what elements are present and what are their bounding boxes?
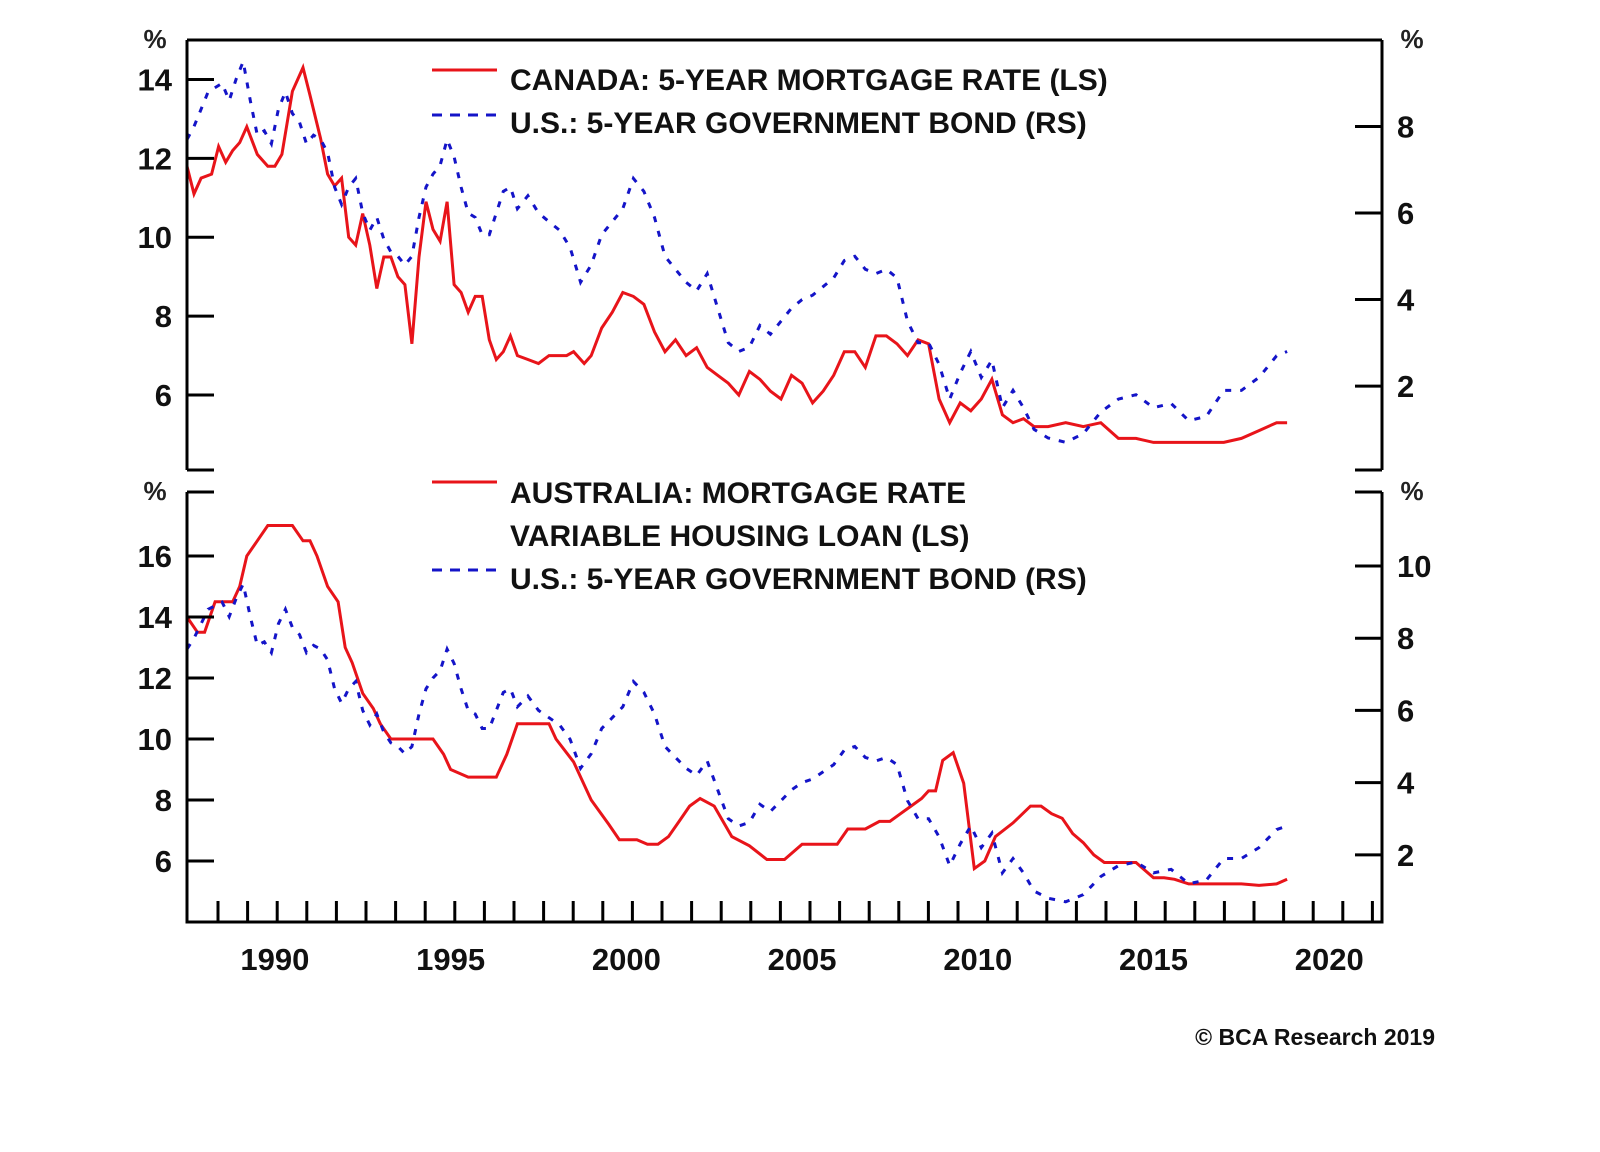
bottom-plot-frame: [185, 490, 1384, 924]
top-right-tick-label: 8: [1397, 110, 1414, 145]
top-left-tick-label: 12: [138, 141, 172, 176]
top-legend: CANADA: 5-YEAR MORTGAGE RATE (LS) U.S.: …: [432, 64, 1108, 140]
bottom-right-tick-label: 8: [1397, 621, 1414, 656]
bottom-left-unit-label: %: [143, 476, 166, 506]
bottom-series-group: [185, 524, 1288, 904]
x-tick-label: 2000: [592, 942, 661, 977]
top-right-unit-label: %: [1400, 24, 1423, 54]
top-right-tick-label: 2: [1397, 369, 1414, 404]
top-left-tick-label: 14: [138, 62, 173, 97]
bottom-left-axis: 6 8 10 12 14 16: [138, 539, 214, 879]
legend-label-canada-mortgage: CANADA: 5-YEAR MORTGAGE RATE (LS): [510, 64, 1108, 97]
bottom-left-tick-label: 6: [155, 844, 172, 879]
bottom-right-tick-label: 6: [1397, 693, 1414, 728]
legend-label-us-bond-top: U.S.: 5-YEAR GOVERNMENT BOND (RS): [510, 107, 1087, 140]
top-left-tick-label: 6: [155, 378, 172, 413]
x-tick-label: 1990: [240, 942, 309, 977]
top-left-unit-label: %: [143, 24, 166, 54]
top-series-mortgage-line: [185, 63, 1288, 444]
top-left-tick-label: 8: [155, 299, 172, 334]
bottom-left-tick-label: 14: [138, 600, 173, 635]
bottom-right-unit-label: %: [1400, 476, 1423, 506]
bottom-right-tick-label: 10: [1397, 549, 1431, 584]
bottom-series-mortgage-line: [185, 524, 1288, 887]
x-axis: 1990 1995 2000 2005 2010 2015 2020: [216, 901, 1374, 977]
bottom-left-tick-label: 12: [138, 661, 172, 696]
top-right-axis: 2 4 6 8: [1355, 110, 1415, 404]
bottom-legend: AUSTRALIA: MORTGAGE RATE VARIABLE HOUSIN…: [432, 477, 1087, 596]
x-tick-label: 2020: [1295, 942, 1364, 977]
bottom-right-tick-label: 4: [1397, 766, 1415, 801]
bottom-series-us-bond-line: [185, 579, 1288, 904]
x-tick-label: 1995: [416, 942, 485, 977]
top-left-axis: 6 8 10 12 14: [138, 62, 214, 413]
x-tick-label: 2005: [768, 942, 837, 977]
bottom-right-axis: 2 4 6 8 10: [1355, 549, 1431, 873]
top-right-tick-label: 4: [1397, 283, 1415, 318]
bottom-left-tick-label: 16: [138, 539, 172, 574]
panel-canada: 6 8 10 12 14 2 4 6 8 % % CANADA: 5-YEAR MORTGAG…: [138, 24, 1424, 472]
top-plot-frame: [185, 38, 1384, 472]
legend-label-australia-line2: VARIABLE HOUSING LOAN (LS): [510, 520, 969, 553]
top-series-group: [185, 56, 1288, 444]
top-right-tick-label: 6: [1397, 196, 1414, 231]
top-left-tick-label: 10: [138, 220, 172, 255]
bottom-left-tick-label: 10: [138, 722, 172, 757]
credit-footer: © BCA Research 2019: [1195, 1024, 1435, 1050]
bottom-left-tick-label: 8: [155, 783, 172, 818]
bottom-right-tick-label: 2: [1397, 838, 1414, 873]
x-tick-label: 2015: [1119, 942, 1188, 977]
x-tick-label: 2010: [943, 942, 1012, 977]
top-series-us-bond-line: [185, 56, 1288, 444]
panel-australia: 6 8 10 12 14 16 2 4 6 8 10 1990 1995 2000 2005 2010 20…: [138, 476, 1432, 977]
legend-label-australia-line1: AUSTRALIA: MORTGAGE RATE: [510, 477, 966, 510]
legend-label-us-bond-bottom: U.S.: 5-YEAR GOVERNMENT BOND (RS): [510, 563, 1087, 596]
